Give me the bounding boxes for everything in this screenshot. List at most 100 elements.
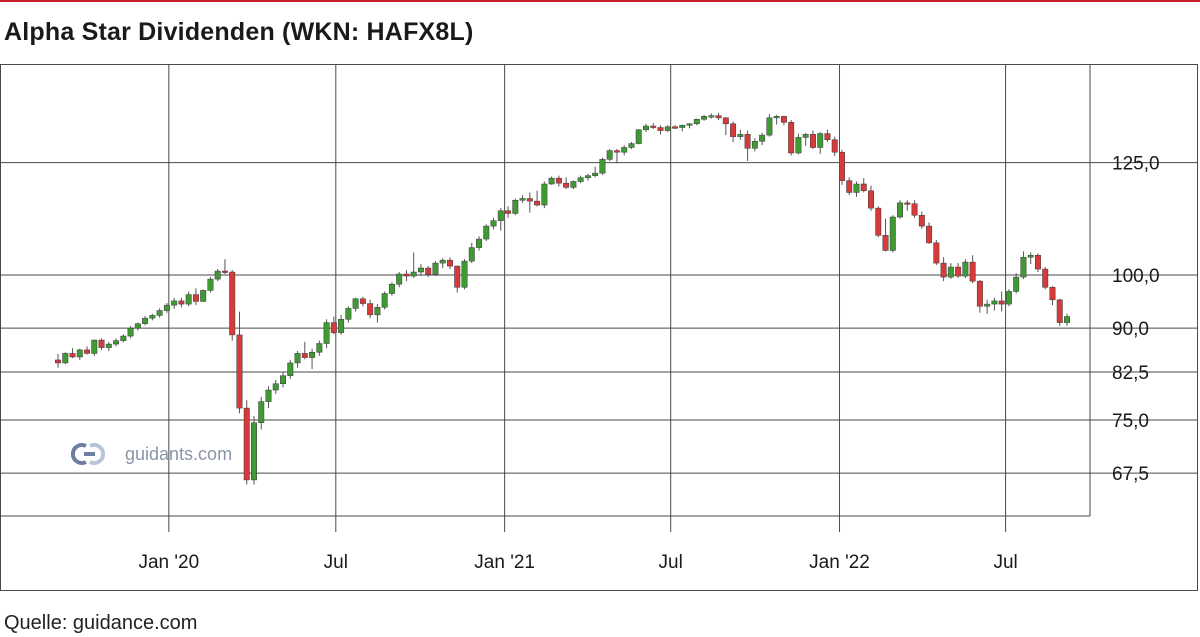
- chart-title: Alpha Star Dividenden (WKN: HAFX8L): [4, 18, 474, 46]
- candle: [1042, 267, 1049, 290]
- candles: [55, 112, 1070, 485]
- candle-body: [461, 260, 468, 288]
- candle: [701, 114, 708, 121]
- candle: [251, 416, 257, 485]
- watermark: guidants.com: [70, 443, 232, 465]
- candle: [309, 348, 316, 369]
- x-tick-label: Jul: [993, 552, 1017, 573]
- candle-body: [76, 349, 83, 358]
- candle-body: [926, 225, 933, 244]
- candle-body: [882, 235, 889, 251]
- candle: [911, 200, 918, 218]
- candle-body: [643, 125, 649, 131]
- candle-body: [715, 115, 722, 119]
- candle: [693, 118, 700, 126]
- candle: [410, 252, 417, 279]
- candle: [1049, 286, 1056, 306]
- candle-body: [454, 265, 461, 288]
- candle: [156, 308, 163, 318]
- candle: [1027, 252, 1034, 265]
- candle: [359, 296, 366, 307]
- y-axis-ticks: 67,5 75,0 82,5 90,0 100,0 125,0: [1112, 154, 1160, 486]
- candle-body: [904, 202, 911, 205]
- candle: [476, 236, 482, 251]
- candle-body: [221, 270, 228, 273]
- candle-body: [526, 198, 533, 202]
- candle-body: [780, 116, 787, 123]
- candle-body: [113, 340, 120, 345]
- candle: [998, 291, 1005, 312]
- guidants-logo-icon: [70, 443, 106, 465]
- candle-body: [301, 353, 308, 358]
- candle: [984, 299, 991, 314]
- candle: [236, 311, 243, 414]
- candle: [613, 149, 620, 164]
- candle-body: [606, 150, 613, 160]
- candle: [497, 208, 504, 231]
- candle-body: [897, 202, 904, 218]
- candle-body: [374, 307, 381, 316]
- candle-body: [555, 177, 562, 184]
- candle: [367, 299, 374, 319]
- candle: [809, 130, 816, 150]
- candle: [214, 269, 221, 282]
- candle-body: [701, 116, 708, 120]
- candle: [664, 125, 671, 133]
- candle: [940, 257, 947, 282]
- candle: [744, 130, 751, 161]
- candle: [294, 351, 301, 368]
- candle-body: [432, 262, 439, 275]
- candle: [621, 145, 628, 156]
- candle-body: [809, 134, 816, 148]
- candle-body: [773, 116, 780, 119]
- candle: [976, 280, 983, 313]
- candle: [526, 192, 533, 213]
- candle-body: [243, 407, 250, 481]
- candle-body: [207, 278, 214, 291]
- candle: [933, 240, 940, 266]
- x-tick-label: Jan '21: [474, 552, 535, 573]
- candle: [505, 206, 512, 218]
- candle-body: [795, 137, 802, 154]
- candle-body: [272, 383, 279, 391]
- candle-body: [635, 129, 642, 144]
- candle-body: [309, 351, 316, 358]
- candle: [142, 315, 149, 326]
- candle: [287, 359, 294, 379]
- candle-body: [868, 190, 874, 209]
- candle: [113, 338, 120, 347]
- candle-body: [505, 210, 512, 214]
- candle: [330, 316, 337, 335]
- candle: [301, 341, 308, 360]
- candle-body: [730, 123, 737, 137]
- candle: [563, 177, 570, 190]
- candle-body: [817, 133, 824, 148]
- candle-body: [955, 266, 962, 277]
- candle: [1056, 298, 1063, 326]
- candle-body: [672, 126, 678, 129]
- candle-body: [1020, 256, 1027, 278]
- candle-body: [62, 353, 69, 364]
- candle: [672, 125, 678, 130]
- candle-body: [577, 177, 584, 182]
- candle: [55, 354, 61, 368]
- candle: [323, 319, 330, 349]
- candle-body: [367, 303, 374, 316]
- candle: [860, 178, 867, 193]
- candle: [171, 297, 178, 309]
- candle: [846, 177, 853, 196]
- candle-body: [192, 294, 199, 302]
- y-tick-label: 75,0: [1112, 411, 1149, 432]
- candle-body: [824, 133, 831, 140]
- candle-body: [548, 177, 555, 185]
- candle: [519, 195, 526, 203]
- candle: [396, 272, 403, 288]
- candle: [534, 190, 541, 207]
- candle-body: [185, 294, 192, 305]
- candle-body: [766, 117, 773, 136]
- candle-body: [396, 273, 403, 285]
- candle: [207, 277, 214, 293]
- candle: [512, 198, 519, 216]
- candle-body: [1049, 287, 1056, 301]
- candle-body: [265, 389, 272, 402]
